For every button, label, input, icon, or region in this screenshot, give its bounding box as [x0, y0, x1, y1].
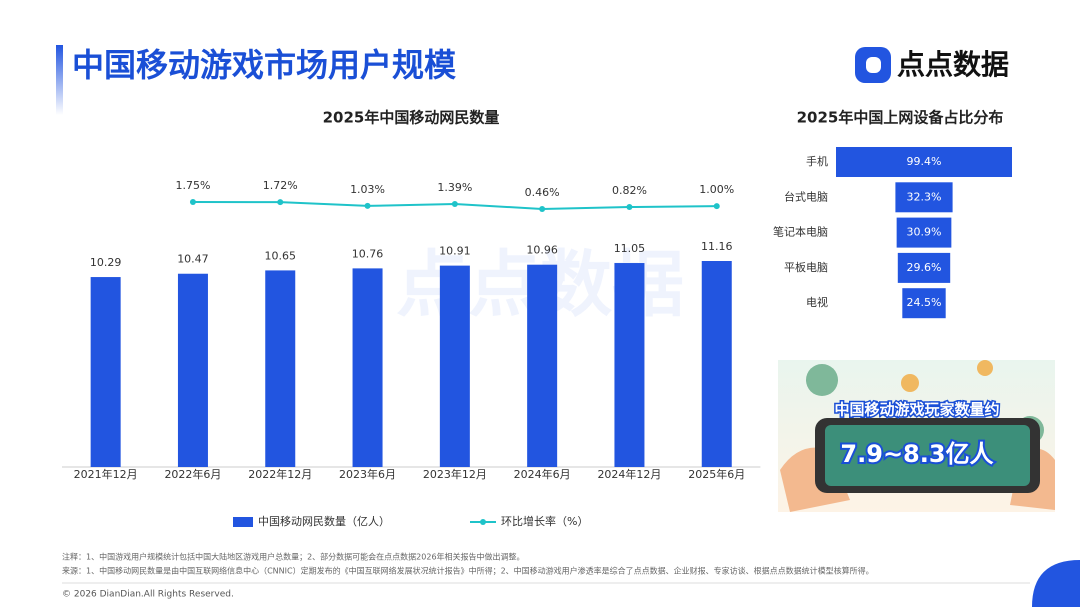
bar [701, 261, 732, 467]
legend-label: 中国移动网民数量（亿人） [258, 515, 390, 528]
y-tick-label: 手机 [806, 154, 828, 168]
bar [439, 265, 470, 467]
line-point [713, 203, 720, 210]
title-accent [56, 45, 63, 115]
line-point [364, 202, 371, 209]
corner-decoration [1032, 560, 1080, 607]
x-tick-label: 2022年12月 [248, 467, 312, 481]
chart-title: 2025年中国上网设备占比分布 [797, 109, 1004, 127]
bar [902, 288, 946, 319]
line-point [451, 200, 458, 207]
bar-label: 10.29 [90, 256, 122, 269]
illustration: 中国移动游戏玩家数量约 7.9~8.3亿人 [778, 360, 1055, 512]
bar-label: 99.4% [907, 155, 942, 168]
legend-swatch [233, 517, 253, 527]
coin [806, 364, 838, 396]
point-label: 0.46% [525, 186, 560, 199]
bar [527, 264, 558, 467]
bar-label: 10.65 [265, 249, 297, 262]
bar [352, 268, 383, 467]
bar-label: 11.05 [614, 242, 646, 255]
logo: 点点数据 [855, 47, 1009, 83]
x-tick-label: 2024年12月 [597, 467, 661, 481]
note: 来源：1、中国移动网民数量是由中国互联网络信息中心（CNNIC）定期发布的《中国… [62, 566, 874, 576]
coin [901, 374, 919, 392]
illustration-value: 7.9~8.3亿人 [840, 440, 993, 468]
bar-label: 30.9% [907, 226, 942, 239]
bar [897, 252, 951, 283]
note: 注释：1、中国游戏用户规模统计包括中国大陆地区游戏用户总数量；2、部分数据可能会… [62, 552, 525, 562]
bar [177, 273, 208, 467]
y-tick-label: 平板电脑 [784, 260, 828, 274]
bar [90, 277, 121, 467]
page-title: 中国移动游戏市场用户规模 [72, 46, 456, 84]
phone-screen [825, 425, 1030, 486]
bar [895, 182, 953, 213]
bar-label: 10.91 [439, 245, 471, 258]
y-tick-label: 电视 [806, 295, 828, 309]
logo-icon-inner [866, 57, 881, 73]
line-point [189, 199, 196, 205]
y-tick-label: 台式电脑 [784, 189, 828, 203]
bar-label: 10.76 [352, 247, 384, 260]
bar-label: 32.3% [907, 190, 942, 203]
bar-label: 10.96 [526, 244, 558, 257]
x-tick-label: 2023年12月 [423, 467, 487, 481]
x-tick-label: 2021年12月 [74, 467, 138, 481]
x-tick-label: 2025年6月 [688, 467, 745, 481]
point-label: 1.03% [350, 183, 385, 196]
logo-text: 点点数据 [897, 48, 1009, 81]
legend-swatch [480, 519, 486, 525]
bar [614, 263, 645, 467]
copyright: © 2026 DianDian.All Rights Reserved. [62, 590, 234, 600]
line-point [626, 204, 633, 211]
illustration-caption: 中国移动游戏玩家数量约 [834, 401, 999, 419]
line-point [277, 199, 284, 206]
bar [896, 217, 952, 248]
bar-label: 10.47 [177, 253, 209, 266]
point-label: 1.00% [699, 183, 734, 196]
x-tick-label: 2023年6月 [339, 467, 396, 481]
bar [836, 147, 1012, 177]
line-point [539, 206, 546, 212]
x-tick-label: 2024年6月 [514, 467, 571, 481]
y-tick-label: 笔记本电脑 [773, 225, 828, 239]
point-label: 1.72% [263, 179, 298, 192]
bar-label: 24.5% [907, 296, 942, 309]
chart-title: 2025年中国移动网民数量 [323, 109, 500, 127]
point-label: 0.82% [612, 184, 647, 197]
bar-label: 29.6% [907, 261, 942, 274]
point-label: 1.39% [437, 181, 472, 194]
bar [265, 270, 296, 467]
x-tick-label: 2022年6月 [164, 467, 221, 481]
coin [977, 360, 993, 376]
bar-label: 11.16 [701, 240, 733, 253]
legend-label: 环比增长率（%） [501, 514, 588, 528]
point-label: 1.75% [175, 179, 210, 192]
